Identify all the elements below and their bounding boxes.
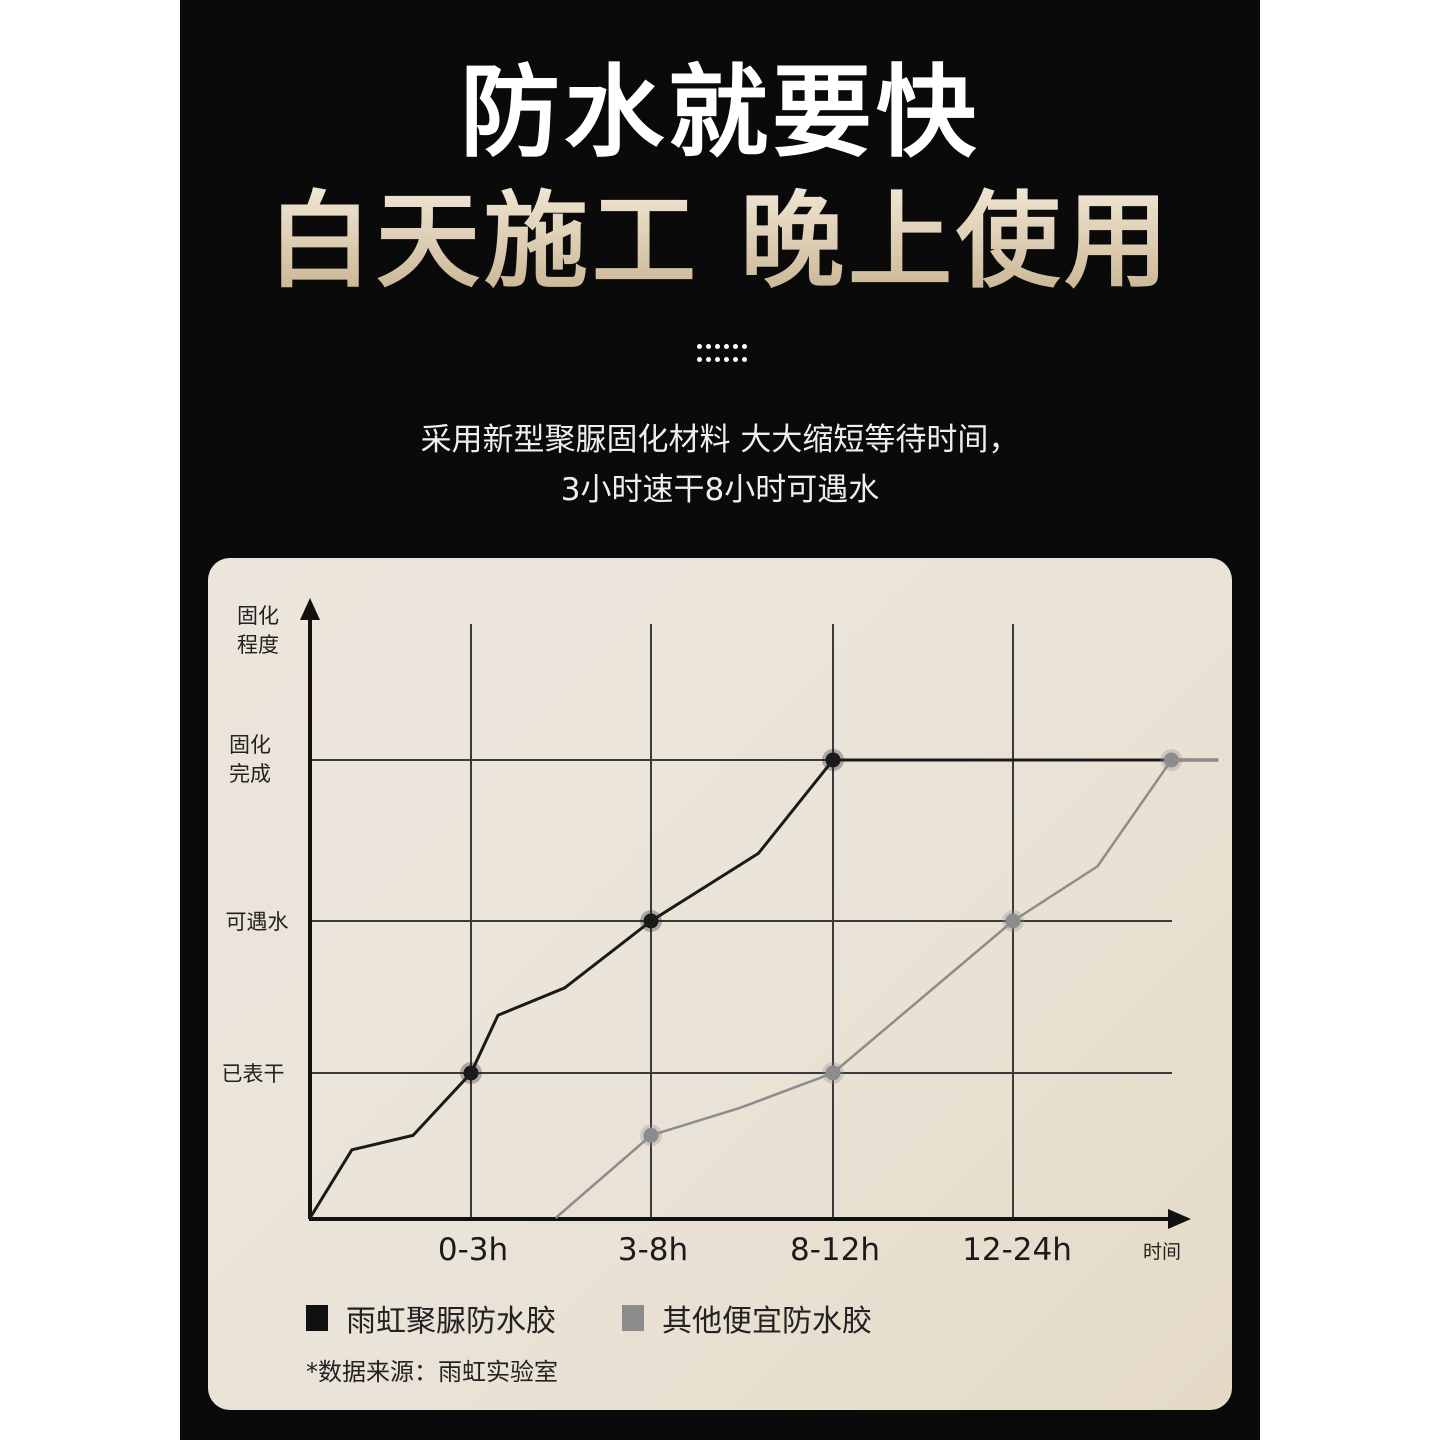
series-line-other <box>554 758 1219 1219</box>
y-axis-arrow <box>300 598 320 620</box>
data-source-note: *数据来源：雨虹实验室 <box>306 1358 558 1386</box>
legend-item-secondary: 其他便宜防水胶 <box>622 1296 872 1340</box>
data-point <box>1163 752 1179 768</box>
y-axis-title: 固化 程度 <box>237 604 279 657</box>
series-line-yuhong <box>308 758 1219 1219</box>
data-point <box>643 1127 659 1143</box>
chart-card <box>208 558 1232 1410</box>
x-tick-label: 12-24h <box>962 1232 1072 1268</box>
x-tick-label: 0-3h <box>437 1232 509 1268</box>
dots-divider <box>697 344 747 366</box>
legend-label: 雨虹聚脲防水胶 <box>346 1304 556 1339</box>
description-line-2: 3小时速干8小时可遇水 <box>560 472 880 508</box>
subheadline: 白天施工 晚上使用 <box>0 186 1440 296</box>
legend-item-primary: 雨虹聚脲防水胶 <box>306 1296 556 1340</box>
description-line-1: 采用新型聚脲固化材料 大大缩短等待时间， <box>420 422 1020 458</box>
data-point <box>643 913 659 929</box>
data-point <box>825 1065 841 1081</box>
y-tick-label-surface-dry: 已表干 <box>221 1062 285 1086</box>
legend-swatch-black <box>306 1305 328 1331</box>
legend-label: 其他便宜防水胶 <box>662 1304 872 1339</box>
x-axis-arrow <box>1168 1209 1191 1229</box>
legend-swatch-gray <box>622 1305 644 1331</box>
x-tick-label: 3-8h <box>617 1232 689 1268</box>
data-point <box>1005 913 1021 929</box>
headline: 防水就要快 <box>460 54 980 171</box>
y-tick-label-complete: 固化 完成 <box>229 733 271 786</box>
x-axis-title: 时间 <box>1142 1241 1181 1263</box>
y-tick-label-waterproof: 可遇水 <box>225 910 289 934</box>
data-point <box>825 752 841 768</box>
x-tick-label: 8-12h <box>789 1232 880 1268</box>
data-point <box>463 1065 479 1081</box>
